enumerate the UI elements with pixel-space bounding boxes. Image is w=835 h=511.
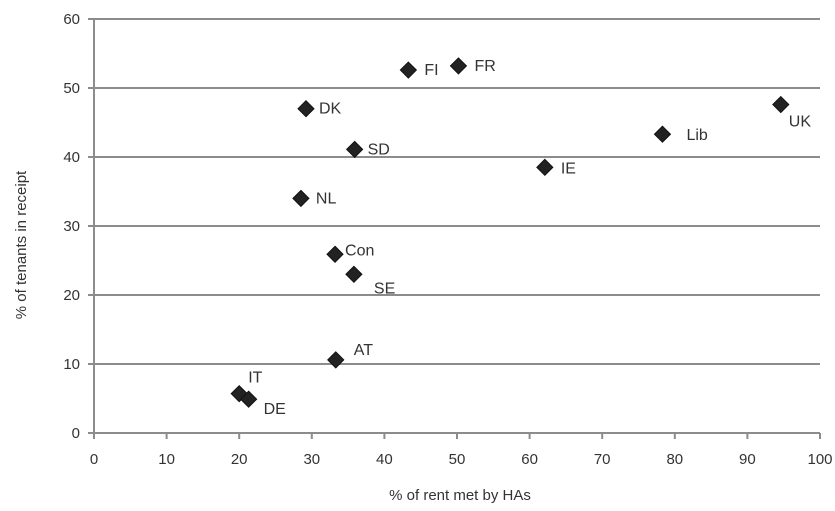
point-label-fr: FR xyxy=(474,58,495,75)
x-tick-label: 40 xyxy=(376,451,393,468)
point-label-ie: IE xyxy=(561,160,576,177)
data-point-fi xyxy=(399,61,418,79)
data-point-nl xyxy=(292,189,310,208)
point-label-it: IT xyxy=(248,370,262,387)
x-tick-label: 90 xyxy=(739,451,756,468)
point-label-se: SE xyxy=(374,280,395,297)
x-tick-label: 80 xyxy=(666,451,683,468)
point-label-sd: SD xyxy=(368,141,390,158)
data-point-at xyxy=(327,351,345,369)
x-tick-label: 100 xyxy=(807,451,832,468)
axes xyxy=(88,18,821,439)
x-tick-label: 50 xyxy=(449,451,466,468)
y-tick-label: 60 xyxy=(63,11,80,28)
tick-labels: 0 10 20 30 40 50 60 0 10 20 30 40 50 60 70 80 90 100 xyxy=(63,11,832,468)
x-tick-label: 20 xyxy=(231,451,248,468)
data-point-dk xyxy=(297,99,315,118)
x-tick-label: 60 xyxy=(521,451,538,468)
point-label-fi: FI xyxy=(424,62,438,79)
point-label-uk: UK xyxy=(789,114,812,131)
point-label-lib: Lib xyxy=(686,127,707,144)
data-point-fr xyxy=(449,57,468,75)
x-tick-label: 30 xyxy=(303,451,320,468)
data-point-ie xyxy=(536,158,554,177)
y-tick-label: 10 xyxy=(63,356,80,373)
data-point-lib xyxy=(653,125,672,143)
point-label-de: DE xyxy=(264,401,286,418)
x-axis-title: % of rent met by HAs xyxy=(389,487,531,504)
data-point-uk xyxy=(772,95,790,114)
point-label-dk: DK xyxy=(319,101,342,118)
data-point-se xyxy=(345,265,363,284)
y-axis-title: % of tenants in receipt xyxy=(13,170,30,319)
data-point-sd xyxy=(345,140,364,159)
data-point-de xyxy=(239,390,258,408)
data-points xyxy=(230,57,790,408)
data-point-con xyxy=(326,245,344,263)
y-tick-label: 20 xyxy=(63,287,80,304)
y-tick-label: 50 xyxy=(63,80,80,97)
point-label-nl: NL xyxy=(316,190,337,207)
point-label-con: Con xyxy=(345,242,374,259)
point-label-at: AT xyxy=(354,342,373,359)
x-tick-label: 10 xyxy=(158,451,175,468)
x-tick-label: 0 xyxy=(90,451,98,468)
grid-lines xyxy=(94,18,820,365)
x-tick-label: 70 xyxy=(594,451,611,468)
y-tick-label: 30 xyxy=(63,218,80,235)
y-tick-label: 0 xyxy=(72,425,80,442)
y-tick-label: 40 xyxy=(63,149,80,166)
